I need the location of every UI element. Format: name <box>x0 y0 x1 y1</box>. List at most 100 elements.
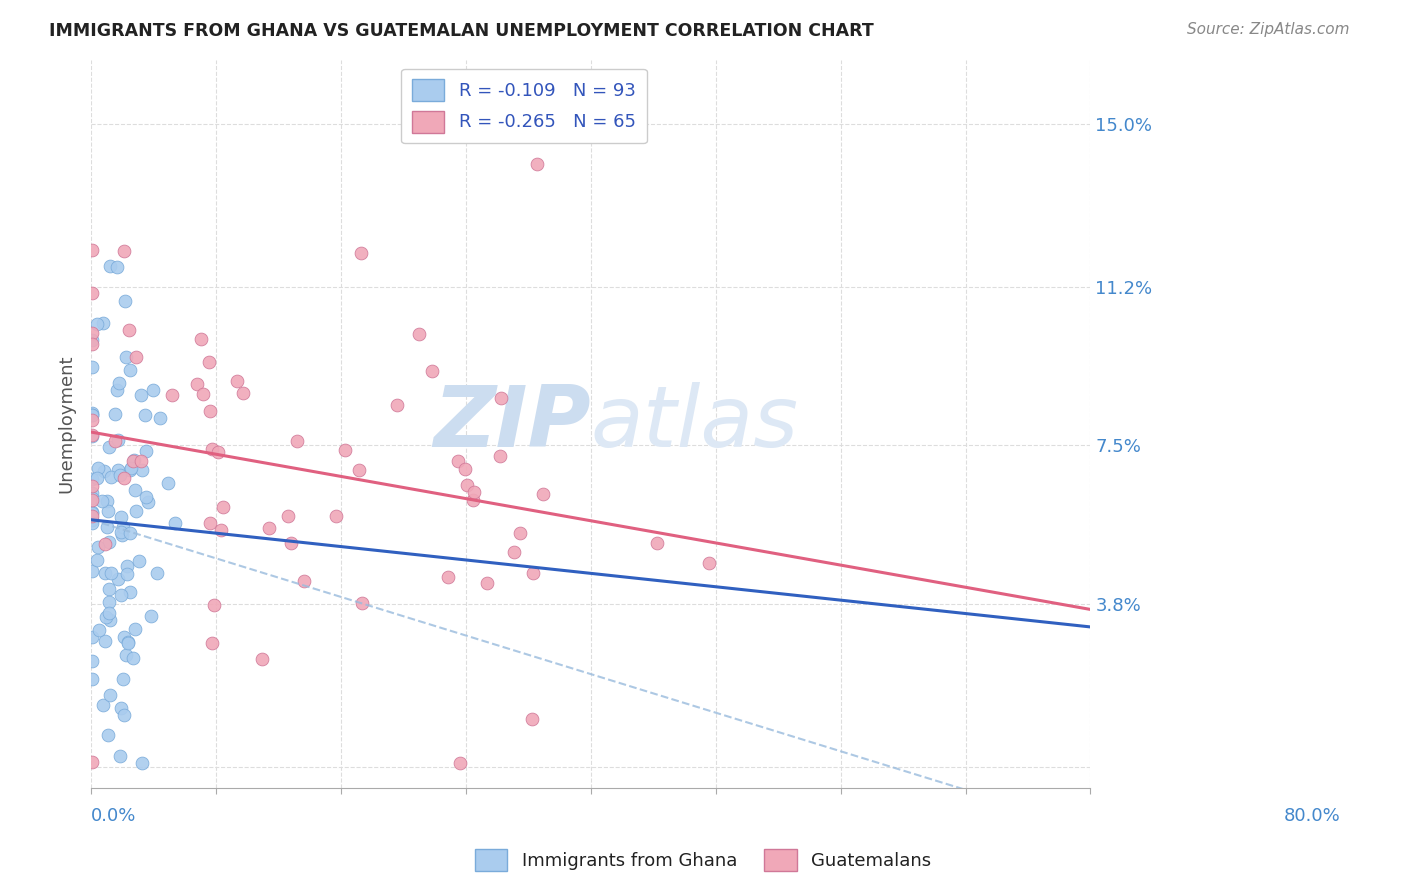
Point <box>117 635 139 649</box>
Text: IMMIGRANTS FROM GHANA VS GUATEMALAN UNEMPLOYMENT CORRELATION CHART: IMMIGRANTS FROM GHANA VS GUATEMALAN UNEM… <box>49 22 875 40</box>
Y-axis label: Unemployment: Unemployment <box>58 355 75 493</box>
Point <box>697 556 720 570</box>
Point <box>94 634 117 648</box>
Point <box>82 360 104 375</box>
Point <box>131 756 153 770</box>
Point <box>82 286 104 301</box>
Point <box>121 650 143 665</box>
Point <box>94 610 117 624</box>
Point <box>142 383 165 397</box>
Point <box>207 444 229 458</box>
Point <box>156 475 179 490</box>
Text: 0.0%: 0.0% <box>91 806 136 824</box>
Point <box>121 454 143 468</box>
Point <box>97 504 120 518</box>
Point <box>509 526 531 541</box>
Point <box>107 434 129 448</box>
Point <box>134 408 156 422</box>
Point <box>350 596 373 610</box>
Text: atlas: atlas <box>591 383 799 466</box>
Point <box>112 244 135 258</box>
Point <box>100 470 122 484</box>
Point <box>110 467 132 482</box>
Point <box>209 524 232 538</box>
Point <box>110 749 132 764</box>
Point <box>190 332 212 346</box>
Point <box>408 326 430 341</box>
Point <box>259 521 281 535</box>
Point <box>114 630 136 644</box>
Point <box>82 505 104 519</box>
Text: Source: ZipAtlas.com: Source: ZipAtlas.com <box>1187 22 1350 37</box>
Point <box>437 569 460 583</box>
Point <box>454 462 477 476</box>
Point <box>82 672 104 686</box>
Point <box>201 636 224 650</box>
Point <box>191 387 214 401</box>
Point <box>97 728 120 742</box>
Point <box>107 463 129 477</box>
Point <box>98 688 121 702</box>
Point <box>335 443 357 458</box>
Point <box>107 383 129 397</box>
Point <box>115 350 138 364</box>
Point <box>531 487 554 501</box>
Point <box>112 471 135 485</box>
Point <box>86 317 108 331</box>
Point <box>232 386 254 401</box>
Point <box>131 463 153 477</box>
Point <box>86 470 108 484</box>
Point <box>225 374 247 388</box>
Point <box>98 582 121 596</box>
Point <box>461 493 484 508</box>
Point <box>82 491 104 505</box>
Point <box>91 493 114 508</box>
Point <box>645 535 668 549</box>
Point <box>463 485 485 500</box>
Point <box>117 558 139 573</box>
Point <box>449 756 471 770</box>
Point <box>114 294 136 309</box>
Point <box>285 434 308 449</box>
Point <box>201 442 224 456</box>
Point <box>117 636 139 650</box>
Point <box>82 509 104 524</box>
Point <box>82 654 104 668</box>
Point <box>202 598 225 612</box>
Point <box>488 449 510 463</box>
Point <box>135 490 157 504</box>
Point <box>122 452 145 467</box>
Point <box>104 434 127 448</box>
Point <box>350 246 373 260</box>
Point <box>146 566 169 580</box>
Point <box>82 564 104 578</box>
Point <box>82 479 104 493</box>
Point <box>91 698 114 712</box>
Point <box>526 157 548 171</box>
Point <box>292 574 315 588</box>
Point <box>520 712 543 726</box>
Point <box>129 453 152 467</box>
Point <box>98 606 121 620</box>
Legend: Immigrants from Ghana, Guatemalans: Immigrants from Ghana, Guatemalans <box>468 842 938 879</box>
Point <box>120 460 142 475</box>
Point <box>82 334 104 348</box>
Text: ZIP: ZIP <box>433 383 591 466</box>
Point <box>111 528 134 542</box>
Point <box>110 588 132 602</box>
Point <box>110 524 132 539</box>
Point <box>212 500 235 515</box>
Point <box>82 408 104 422</box>
Point <box>100 566 122 580</box>
Point <box>277 509 299 524</box>
Point <box>82 486 104 500</box>
Point <box>107 572 129 586</box>
Point <box>82 429 104 443</box>
Point <box>105 260 128 274</box>
Point <box>385 397 408 411</box>
Point <box>82 428 104 442</box>
Point <box>120 363 142 377</box>
Point <box>82 516 104 530</box>
Point <box>456 478 478 492</box>
Point <box>98 595 121 609</box>
